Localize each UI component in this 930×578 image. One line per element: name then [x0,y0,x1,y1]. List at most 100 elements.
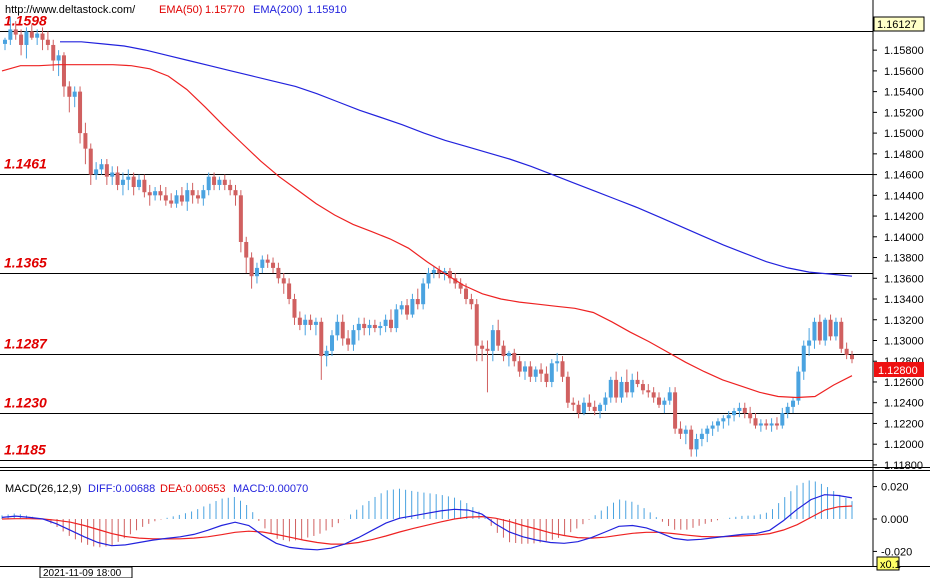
candle-body [496,330,501,346]
candle-body [94,169,99,175]
price-tick-label: 1.14200 [884,211,924,223]
level-label: 1.1287 [4,336,48,352]
level-label: 1.1598 [4,13,47,29]
candle-body [153,191,158,196]
candle-body [517,361,522,372]
candle-body [726,415,731,419]
price-tick-label: 1.12000 [884,439,924,451]
candle-body [330,335,335,351]
candle-body [683,429,688,434]
candle-body [265,259,270,263]
candle-body [555,361,560,364]
candle-body [356,323,361,331]
candle-body [823,319,828,341]
macd-tick-label: 0.000 [881,514,909,526]
candle-body [490,330,495,351]
candle-body [619,381,624,398]
price-tick-label: 1.13400 [884,294,924,306]
candle-body [485,348,490,351]
candle-body [99,164,104,170]
candle-body [689,429,694,450]
candle-body [201,190,206,199]
candle-body [45,39,50,45]
candle-body [137,179,142,188]
price-tick-label: 1.13000 [884,335,924,347]
macd-axis: 0.020 0.000 -0.020 [873,482,912,558]
current-price-text: 1.12800 [878,365,918,377]
candle-body [292,299,297,318]
candle-body [244,241,249,258]
macd-tick-label: 0.020 [881,482,909,494]
candle-body [774,423,779,426]
candle-body [8,29,13,40]
candle-body [533,369,538,377]
candle-body [458,283,463,289]
candle-body [185,190,190,202]
top-price-box-text: 1.16127 [877,19,917,31]
candle-body [437,269,442,274]
candle-body [769,423,774,426]
candle-body [442,271,447,274]
candle-body [399,305,404,310]
candle-body [608,379,613,398]
candle-body [576,404,581,414]
candle-body [828,319,833,337]
candle-body [839,321,844,349]
price-tick-label: 1.13800 [884,253,924,265]
candle-body [480,345,485,349]
macd-tick-label: -0.020 [881,546,912,558]
candle-body [657,397,662,405]
candle-body [222,179,227,185]
candle-body [705,428,710,434]
candle-body [378,325,383,329]
header-url[interactable]: http://www.deltastock.com/ [5,4,136,16]
candle-body [474,304,479,346]
candle-body [571,402,576,405]
candle-body [732,411,737,416]
ema-lines [1,41,853,399]
current-price-box [874,362,924,377]
candle-body [271,262,276,268]
candle-body [581,402,586,414]
candle-body [13,29,18,35]
macd-lines [1,494,853,551]
candle-body [340,321,345,339]
candle-body [158,191,163,196]
candle-body [249,257,254,277]
candle-body [142,179,147,193]
candle-body [362,323,367,329]
candle-body [56,55,61,61]
candle-body [415,299,420,305]
candle-body [667,392,672,401]
price-tick-label: 1.14000 [884,232,924,244]
candle-body [592,406,597,412]
candle-body [104,164,109,177]
candle-body [539,369,544,374]
candle-body [169,200,174,204]
candle-body [61,55,66,87]
candle-body [405,305,410,315]
zoom-box[interactable] [876,556,900,571]
candle-body [319,321,324,357]
candle-body [785,406,790,414]
candle-body [313,321,318,325]
price-tick-label: 1.15000 [884,128,924,140]
macd-dea-line [1,505,853,545]
candle-body [512,352,517,362]
candle-body [742,407,747,414]
ema50-label: EMA(50) [159,4,202,16]
candle-body [174,195,179,204]
candle-body [721,418,726,422]
candle-body [453,278,458,284]
zoom-label[interactable]: x0.1 [880,559,901,571]
candle-body [260,259,265,268]
candle-body [528,366,533,377]
candle-body [410,299,415,315]
candle-body [120,179,125,185]
candle-body [40,33,45,40]
candle-body [29,31,34,38]
candle-body [67,86,72,97]
candle-body [431,269,436,274]
candle-body [147,192,152,196]
candle-body [753,418,758,426]
